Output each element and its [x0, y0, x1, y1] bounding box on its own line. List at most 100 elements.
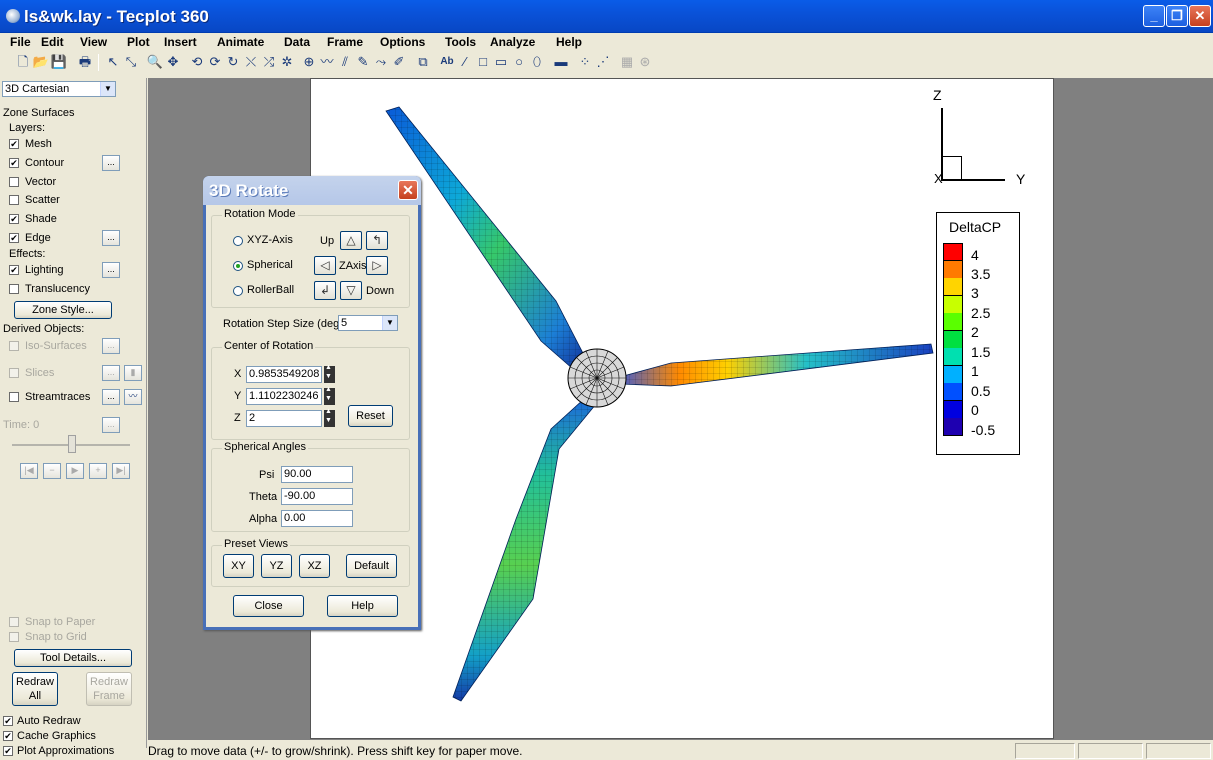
grid-icon[interactable]: ▦: [620, 54, 634, 69]
rotate-y-icon[interactable]: ⟳: [209, 54, 221, 69]
view-xz-button[interactable]: XZ: [299, 554, 330, 578]
z-spinner[interactable]: [324, 408, 335, 427]
menu-view[interactable]: View: [80, 35, 108, 49]
step-back-icon[interactable]: −: [43, 463, 61, 479]
spherical-radio[interactable]: [233, 261, 243, 271]
adjustor-icon[interactable]: ⤡: [125, 54, 137, 69]
scatter-checkbox[interactable]: [9, 195, 19, 205]
rotate-sphere-icon[interactable]: ⤬: [245, 54, 257, 69]
view-xy-button[interactable]: XY: [223, 554, 254, 578]
streamtraces-checkbox[interactable]: [9, 392, 19, 402]
step-size-select[interactable]: 5 ▼: [338, 315, 398, 331]
square-icon[interactable]: □: [479, 54, 487, 69]
rotate-cw-button[interactable]: ↲: [314, 281, 336, 300]
rotate-up-button[interactable]: △: [340, 231, 362, 250]
new-file-icon[interactable]: 🗋: [17, 54, 29, 69]
contour-legend[interactable]: DeltaCP 4 3.5 3 2.5 2 1.5 1 0.5 0 -0.5: [936, 212, 1020, 455]
plot-type-select[interactable]: 3D Cartesian ▼: [2, 81, 116, 97]
translucency-checkbox[interactable]: [9, 284, 19, 294]
y-spinner[interactable]: [324, 386, 335, 405]
rotate-ccw-button[interactable]: ↰: [366, 231, 388, 250]
text-tool-icon[interactable]: Ab: [440, 56, 454, 67]
maximize-button[interactable]: ❐: [1166, 5, 1188, 27]
psi-field[interactable]: 90.00: [281, 466, 353, 483]
zone-style-button[interactable]: Zone Style...: [14, 301, 112, 319]
edge-checkbox[interactable]: ✔: [9, 233, 19, 243]
shade-checkbox[interactable]: ✔: [9, 214, 19, 224]
last-frame-icon[interactable]: ▶|: [112, 463, 130, 479]
polyline-icon[interactable]: ⁄: [463, 54, 467, 69]
alpha-field[interactable]: 0.00: [281, 510, 353, 527]
zoom-icon[interactable]: 🔍: [146, 54, 164, 69]
rotate-right-button[interactable]: ▷: [366, 256, 388, 275]
snap-grid-checkbox[interactable]: [9, 632, 19, 642]
plot-frame[interactable]: [310, 78, 1054, 739]
save-icon[interactable]: 💾: [50, 54, 68, 69]
contour-extract-icon[interactable]: ✐: [393, 54, 405, 69]
edge-details-button[interactable]: ...: [102, 230, 120, 246]
menu-file[interactable]: File: [10, 35, 31, 49]
time-slider-thumb[interactable]: [68, 435, 76, 453]
iso-surfaces-checkbox[interactable]: [9, 341, 19, 351]
redraw-frame-button[interactable]: Redraw Frame: [86, 672, 132, 706]
menu-insert[interactable]: Insert: [164, 35, 197, 49]
menu-animate[interactable]: Animate: [217, 35, 265, 49]
rotate-x-icon[interactable]: ⟲: [191, 54, 203, 69]
step-forward-icon[interactable]: +: [89, 463, 107, 479]
menu-options[interactable]: Options: [380, 35, 426, 49]
print-icon[interactable]: 🖶: [78, 54, 92, 69]
reset-button[interactable]: Reset: [348, 405, 393, 427]
polyline-points-icon[interactable]: ⋰: [596, 54, 610, 69]
rotate-twist-icon[interactable]: ✲: [281, 54, 293, 69]
iso-details-button[interactable]: ...: [102, 338, 120, 354]
tool-details-button[interactable]: Tool Details...: [14, 649, 132, 667]
x-spinner[interactable]: [324, 364, 335, 383]
lighting-details-button[interactable]: ...: [102, 262, 120, 278]
select-arrow-icon[interactable]: ↖: [107, 54, 119, 69]
dialog-help-button[interactable]: Help: [327, 595, 398, 617]
cache-graphics-checkbox[interactable]: ✔: [3, 731, 13, 741]
probe-icon[interactable]: ⊕: [303, 54, 315, 69]
open-file-icon[interactable]: 📂: [32, 54, 50, 69]
add-points-icon[interactable]: ⁘: [579, 54, 591, 69]
contour-remove-icon[interactable]: ⤳: [375, 54, 387, 69]
slice-icon[interactable]: ⧉: [418, 54, 428, 69]
time-details-button[interactable]: ...: [102, 417, 120, 433]
contour-checkbox[interactable]: ✔: [9, 158, 19, 168]
menu-help[interactable]: Help: [556, 35, 583, 49]
slice-tool-icon[interactable]: ▮: [124, 365, 142, 381]
contour-add-icon[interactable]: ✎: [357, 54, 369, 69]
dialog-title-bar[interactable]: 3D Rotate ✕: [203, 176, 421, 205]
title-bar[interactable]: ls&wk.lay - Tecplot 360 _ ❐ ✕: [0, 0, 1213, 33]
first-frame-icon[interactable]: |◀: [20, 463, 38, 479]
ellipse-icon[interactable]: ⬯: [532, 54, 542, 69]
center-x-field[interactable]: 0.9853549208: [246, 366, 322, 383]
lighting-checkbox[interactable]: ✔: [9, 265, 19, 275]
menu-data[interactable]: Data: [284, 35, 311, 49]
close-button[interactable]: ✕: [1189, 5, 1211, 27]
menu-analyze[interactable]: Analyze: [490, 35, 536, 49]
target-icon[interactable]: ⊛: [639, 54, 651, 69]
rotate-down-button[interactable]: ▽: [340, 281, 362, 300]
mesh-checkbox[interactable]: ✔: [9, 139, 19, 149]
minimize-button[interactable]: _: [1143, 5, 1165, 27]
menu-frame[interactable]: Frame: [327, 35, 364, 49]
rotate-roller-icon[interactable]: ⤮: [263, 54, 275, 69]
redraw-all-button[interactable]: Redraw All: [12, 672, 58, 706]
view-yz-button[interactable]: YZ: [261, 554, 292, 578]
snap-paper-checkbox[interactable]: [9, 617, 19, 627]
slices-details-button[interactable]: ...: [102, 365, 120, 381]
frame-icon[interactable]: ▬: [554, 54, 568, 69]
theta-field[interactable]: -90.00: [281, 488, 353, 505]
streamtrace-tool-icon[interactable]: 〰: [124, 389, 142, 405]
play-icon[interactable]: ▶: [66, 463, 84, 479]
plot-approx-checkbox[interactable]: ✔: [3, 746, 13, 756]
streamtrace-icon[interactable]: 〰: [320, 54, 334, 69]
rollerball-radio[interactable]: [233, 286, 243, 296]
center-y-field[interactable]: 1.1102230246: [246, 388, 322, 405]
auto-redraw-checkbox[interactable]: ✔: [3, 716, 13, 726]
menu-tools[interactable]: Tools: [445, 35, 477, 49]
rotor-plot[interactable]: [311, 79, 1055, 740]
view-default-button[interactable]: Default: [346, 554, 397, 578]
menu-plot[interactable]: Plot: [127, 35, 150, 49]
